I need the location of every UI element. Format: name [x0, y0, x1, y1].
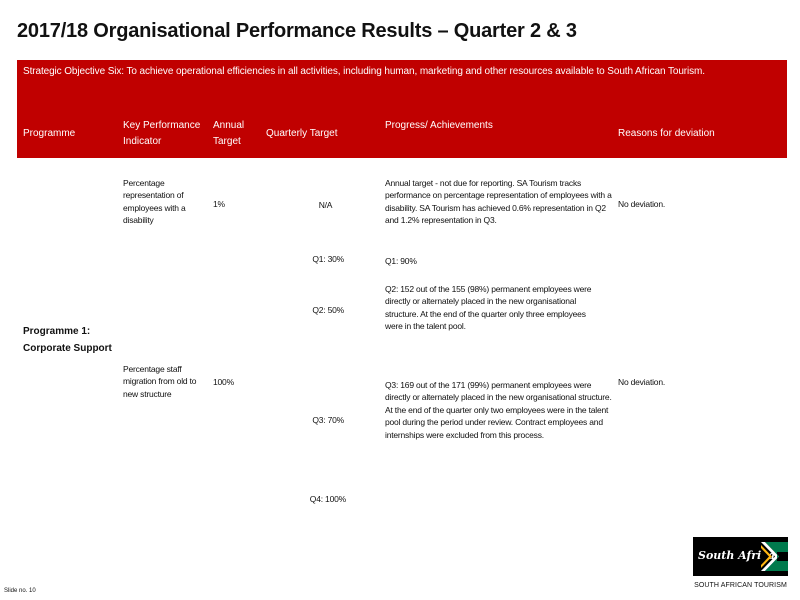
slide-number: Slide no. 10 [4, 588, 36, 594]
table-header-band [17, 60, 787, 158]
annual-target-staff-migration: 100% [213, 377, 234, 387]
header-programme: Programme [23, 128, 76, 139]
annual-target-disability: 1% [213, 199, 225, 209]
quarter-target-q1: Q1: 30% [312, 254, 344, 264]
page-title: 2017/18 Organisational Performance Resul… [17, 20, 577, 42]
programme-label: Programme 1: Corporate Support [23, 326, 112, 354]
quarter-target-q2: Q2: 50% [312, 305, 344, 315]
progress-disability: Annual target - not due for reporting. S… [385, 178, 612, 226]
quarterly-target-disability: N/A [318, 200, 333, 210]
header-quarterly-target: Quarterly Target [266, 128, 338, 139]
reason-staff-migration: No deviation. [618, 377, 666, 387]
quarter-progress-q2: Q2: 152 out of the 155 (98%) permanent e… [385, 284, 592, 332]
logo-caption: SOUTH AFRICAN TOURISM [694, 582, 787, 589]
quarter-target-q4: Q4: 100% [309, 494, 346, 504]
header-annual-target: Annual Target [213, 120, 245, 147]
reason-disability: No deviation. [618, 199, 666, 209]
kpi-disability: Percentage representation of employees w… [123, 178, 186, 226]
south-african-tourism-logo: South Africa [693, 537, 788, 576]
quarter-progress-q3: Q3: 169 out of the 171 (99%) permanent e… [385, 380, 612, 440]
logo-wordmark: South Africa [698, 549, 775, 562]
strategic-objective: Strategic Objective Six: To achieve oper… [23, 66, 705, 77]
header-progress: Progress/ Achievements [385, 120, 493, 131]
header-reasons: Reasons for deviation [618, 128, 715, 139]
quarter-progress-q1: Q1: 90% [385, 256, 417, 266]
kpi-staff-migration: Percentage staff migration from old to n… [123, 364, 197, 399]
header-kpi: Key Performance Indicator [123, 120, 201, 147]
quarter-target-q3: Q3: 70% [312, 415, 344, 425]
